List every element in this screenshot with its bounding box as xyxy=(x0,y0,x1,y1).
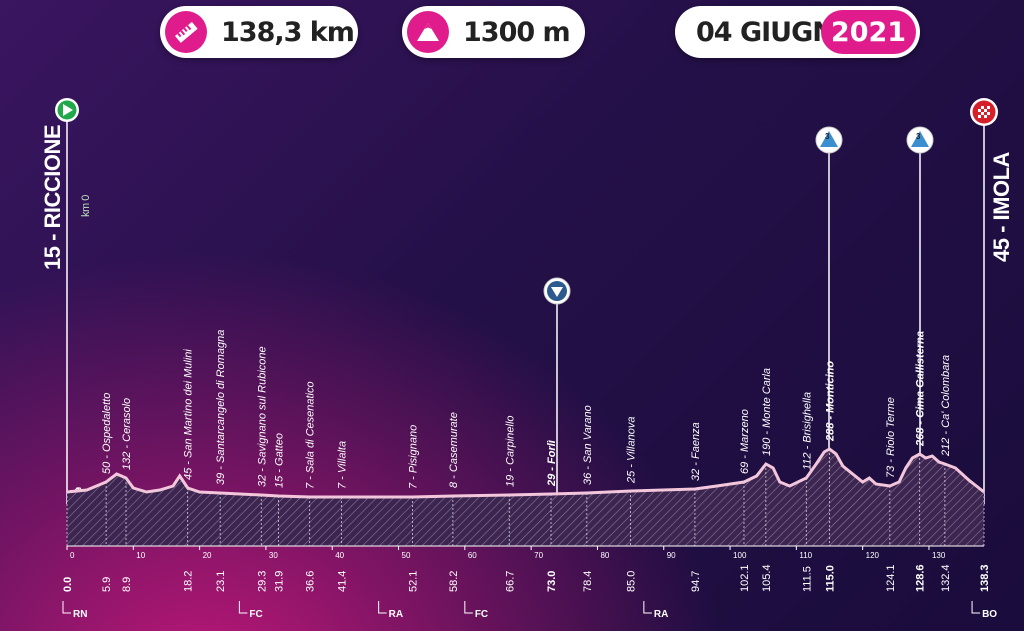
waypoint-name: 32 - Savignano sul Rubicone xyxy=(256,346,268,487)
waypoint-name: 7 - Sala di Cesenatico xyxy=(305,381,317,489)
waypoint-name: 19 - Carpinello xyxy=(504,415,516,487)
waypoint-name: 36 - San Varano xyxy=(582,405,594,485)
mountain-icon xyxy=(407,11,449,53)
axis-tick-label: 10 xyxy=(136,551,145,560)
province-arrow-icon xyxy=(378,601,387,614)
province-code: RN xyxy=(73,609,87,620)
waypoint-name: 32 - Faenza xyxy=(690,422,702,481)
province-code: FC xyxy=(475,609,488,620)
mountain-icon xyxy=(820,131,838,147)
axis-tick-label: 100 xyxy=(733,551,747,560)
climb-category-gallisterna: 3 xyxy=(916,132,921,141)
date-pill: 04 GIUGNO 2021 xyxy=(675,6,920,58)
axis-tick-label: 20 xyxy=(203,551,212,560)
elevation-value: 1300 m xyxy=(463,16,571,48)
waypoint-km: 132.4 xyxy=(940,564,952,592)
axis-tick-label: 0 xyxy=(70,551,75,560)
waypoint-km: 0.0 xyxy=(62,577,74,592)
province-arrow-icon xyxy=(62,601,71,614)
play-icon xyxy=(63,104,73,116)
mountain-icon xyxy=(911,131,929,147)
profile-area xyxy=(67,449,984,546)
axis-tick-label: 130 xyxy=(932,551,946,560)
waypoint-name: 7 - Villalta xyxy=(337,441,349,489)
axis-tick-label: 40 xyxy=(335,551,344,560)
waypoint-km: 111.5 xyxy=(801,566,813,592)
waypoint-km: 52.1 xyxy=(407,571,419,592)
waypoint-name: 39 - Santarcangelo di Romagna xyxy=(215,330,227,485)
waypoint-name: 212 - Ca' Colombara xyxy=(940,355,952,457)
axis-tick-label: 30 xyxy=(269,551,278,560)
axis-tick-label: 70 xyxy=(534,551,543,560)
waypoint-km: 85.0 xyxy=(626,571,638,592)
waypoint-km: 5.9 xyxy=(101,577,113,592)
waypoint-km: 78.4 xyxy=(582,571,594,592)
waypoint-name: 29 - Forlì xyxy=(546,440,558,487)
waypoint-km: 58.2 xyxy=(448,571,460,592)
axis-tick-label: 80 xyxy=(600,551,609,560)
waypoint-km: 115.0 xyxy=(825,565,837,592)
province-code: RA xyxy=(654,609,668,620)
province-code: RA xyxy=(389,609,403,620)
waypoint-name: 8 - Casemurate xyxy=(448,412,460,488)
waypoint-name: 15 - Gatteo xyxy=(274,433,286,488)
axis-tick-label: 120 xyxy=(866,551,880,560)
profile-line xyxy=(66,447,985,499)
waypoint-km: 36.6 xyxy=(305,571,317,592)
waypoint-km: 73.0 xyxy=(546,571,558,592)
waypoint-km: 105.4 xyxy=(761,564,773,592)
sprint-arrow-icon xyxy=(551,287,563,297)
waypoint-name: 45 - San Martino dei Mulini xyxy=(183,349,195,480)
axis-tick-label: 90 xyxy=(667,551,676,560)
province-arrow-icon xyxy=(643,601,652,614)
waypoint-km: 94.7 xyxy=(690,571,702,592)
climb-category-monticino: 3 xyxy=(825,132,830,141)
elevation-pill: 1300 m xyxy=(402,6,585,58)
waypoint-name: 73 - Riolo Terme xyxy=(885,397,897,478)
waypoint-km: 18.2 xyxy=(183,571,195,592)
year-badge: 2021 xyxy=(821,10,916,54)
waypoint-name: 25 - Villanova xyxy=(626,417,638,484)
waypoint-km: 138.3 xyxy=(979,564,991,592)
ruler-icon xyxy=(165,11,207,53)
distance-pill: 138,3 km xyxy=(160,6,358,58)
province-code: BO xyxy=(982,609,997,620)
province-arrow-icon xyxy=(238,601,248,614)
axis-tick-label: 110 xyxy=(799,551,812,560)
waypoint-km: 128.6 xyxy=(915,564,927,592)
province-arrow-icon xyxy=(971,601,981,614)
waypoint-km: 124.1 xyxy=(885,564,897,592)
waypoint-km: 31.9 xyxy=(274,571,286,592)
waypoint-name: 7 - Pisignano xyxy=(407,425,419,489)
waypoint-km: 8.9 xyxy=(121,577,133,592)
waypoint-name: 69 - Marzeno xyxy=(739,409,751,474)
waypoint-km: 23.1 xyxy=(215,571,227,592)
axis-tick-label: 60 xyxy=(468,551,477,560)
waypoint-name: 190 - Monte Carla xyxy=(761,368,773,456)
waypoint-name: 268 - Cima Gallisterna xyxy=(915,331,927,447)
waypoint-km: 41.4 xyxy=(337,571,349,592)
axis-tick-label: 50 xyxy=(402,551,411,560)
waypoint-name: 132 - Cerasolo xyxy=(121,398,133,470)
waypoint-name: 112 - Brisighella xyxy=(801,392,813,470)
waypoint-km: 102.1 xyxy=(739,564,751,592)
province-code: FC xyxy=(249,609,262,620)
checkered-icon xyxy=(978,106,990,118)
province-arrow-icon xyxy=(464,601,473,614)
waypoint-km: 66.7 xyxy=(504,571,516,592)
waypoint-km: 29.3 xyxy=(256,571,268,592)
waypoint-name: 288 - Monticino xyxy=(825,361,837,442)
waypoint-name: 50 - Ospedaletto xyxy=(101,393,113,474)
distance-value: 138,3 km xyxy=(221,16,355,48)
